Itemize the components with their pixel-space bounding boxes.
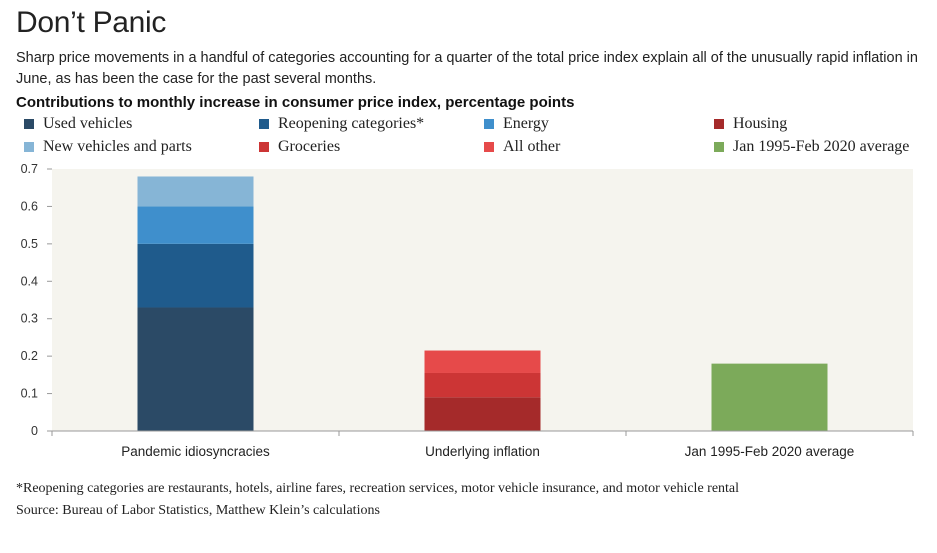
y-tick-label: 0.6 [21, 199, 38, 213]
legend-swatch [714, 119, 724, 129]
legend-label: All other [503, 138, 561, 155]
chart-subtitle: Sharp price movements in a handful of ca… [16, 50, 918, 87]
bar-segment [424, 372, 541, 398]
legend-label: Energy [503, 115, 549, 132]
legend-swatch [259, 119, 269, 129]
y-tick-label: 0.1 [21, 387, 38, 401]
x-axis: Pandemic idiosyncracies Underlying inflat… [51, 430, 914, 459]
bar-segment [424, 397, 541, 431]
legend-label: Used vehicles [43, 115, 133, 132]
legend-swatch [259, 142, 269, 152]
y-tick-label: 0.2 [21, 349, 38, 363]
legend-item-all-other: All other [484, 138, 560, 156]
bar-segment [137, 176, 254, 207]
x-tick-label: Jan 1995-Feb 2020 average [685, 444, 855, 459]
legend-swatch [484, 119, 494, 129]
legend-item-groceries: Groceries [259, 138, 340, 156]
legend-label: Housing [733, 115, 788, 132]
legend-label: Groceries [278, 138, 341, 155]
y-tick-label: 0.3 [21, 312, 38, 326]
y-axis: 0 0.1 0.2 0.3 0.4 0.5 0.6 0.7 [21, 162, 52, 438]
stacked-bar-chart: 0 0.1 0.2 0.3 0.4 0.5 0.6 0.7 Pandemic idiosync… [21, 162, 914, 459]
y-tick-label: 0.4 [21, 274, 38, 288]
bar-segment [424, 350, 541, 373]
chart-title: Don’t Panic [16, 6, 167, 39]
legend-label: New vehicles and parts [43, 138, 192, 155]
legend-swatch [24, 142, 34, 152]
legend-item-historical-average: Jan 1995-Feb 2020 average [714, 138, 909, 156]
source-note: Source: Bureau of Labor Statistics, Matt… [16, 503, 380, 518]
legend-swatch [714, 142, 724, 152]
bar-segment [137, 206, 254, 244]
y-tick-label: 0 [31, 424, 38, 438]
bar-segment [137, 307, 254, 431]
footnote-reopening: *Reopening categories are restaurants, h… [16, 481, 740, 496]
legend-swatch [484, 142, 494, 152]
legend-item-new-vehicles: New vehicles and parts [24, 138, 192, 156]
bars [137, 176, 828, 431]
legend-item-reopening-categories: Reopening categories* [259, 115, 424, 133]
legend-item-housing: Housing [714, 115, 787, 133]
x-tick-label: Underlying inflation [425, 444, 540, 459]
y-tick-label: 0.7 [21, 162, 38, 176]
legend-item-energy: Energy [484, 115, 549, 133]
legend-label: Jan 1995-Feb 2020 average [733, 138, 910, 155]
bar-segment [711, 363, 828, 431]
x-tick-label: Pandemic idiosyncracies [121, 444, 270, 459]
y-tick-label: 0.5 [21, 237, 38, 251]
bar-segment [137, 243, 254, 308]
chart-heading: Contributions to monthly increase in con… [16, 94, 575, 111]
legend: Used vehicles Reopening categories* Ener… [24, 115, 934, 161]
legend-item-used-vehicles: Used vehicles [24, 115, 132, 133]
legend-label: Reopening categories* [278, 115, 425, 132]
footnotes: *Reopening categories are restaurants, h… [16, 478, 739, 522]
legend-swatch [24, 119, 34, 129]
